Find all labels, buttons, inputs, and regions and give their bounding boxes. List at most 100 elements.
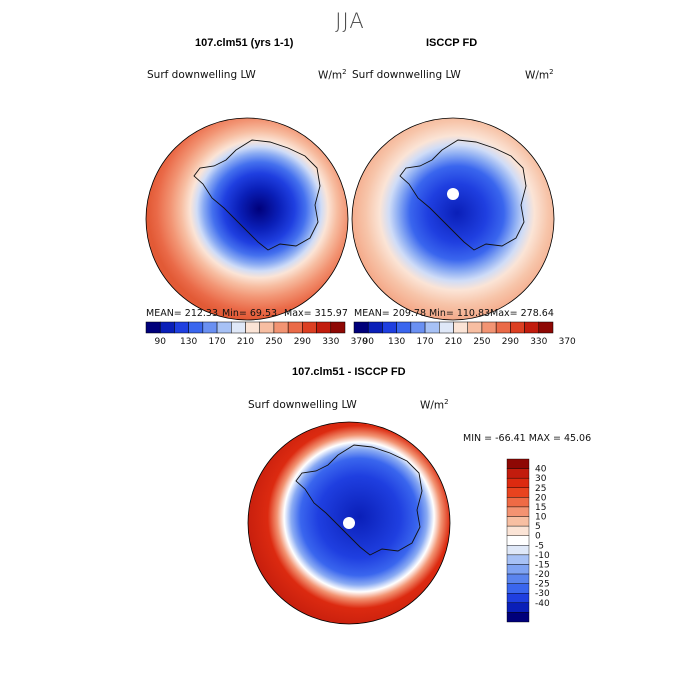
colorbar-swatch: [287, 321, 303, 334]
colorbar-swatch: [188, 321, 204, 334]
colorbar-swatch: [202, 321, 218, 334]
diff-polar-map: [247, 421, 451, 625]
left-colorbar: 90 130 170 210 250 290 330 370: [145, 321, 368, 347]
colorbar-tick-label: 170: [416, 337, 433, 347]
colorbar-tick-label: 90: [154, 337, 166, 347]
colorbar-swatch: [245, 321, 260, 334]
antarctica-outline-left: [193, 139, 321, 251]
right-panel-title: ISCCP FD: [426, 37, 478, 49]
colorbar-swatch: [424, 321, 440, 334]
colorbar-tick-label: 290: [294, 337, 311, 347]
colorbar-tick-label: 210: [445, 337, 462, 347]
colorbar-swatch: [330, 321, 346, 334]
colorbar-swatch: [396, 321, 412, 334]
colorbar-swatch: [506, 554, 530, 565]
colorbar-swatch: [510, 321, 525, 334]
right-max-label: Max= 278.64: [490, 308, 554, 319]
left-panel-title: 107.clm51 (yrs 1-1): [195, 37, 294, 49]
colorbar-swatch: [216, 321, 232, 334]
colorbar-tick-label: -25: [535, 580, 550, 590]
colorbar-tick-label: 330: [322, 337, 339, 347]
colorbar-tick-label: -40: [535, 599, 550, 609]
colorbar-swatch: [382, 321, 397, 334]
colorbar-swatch: [439, 321, 454, 334]
colorbar-swatch: [506, 593, 530, 604]
colorbar-tick-label: 290: [502, 337, 519, 347]
left-max-label: Max= 315.97: [284, 308, 348, 319]
colorbar-swatch: [495, 321, 511, 334]
diff-panel-title: 107.clm51 - ISCCP FD: [292, 366, 406, 378]
left-units-label: W/m2: [318, 68, 347, 82]
diff-variable-label: Surf downwelling LW: [248, 399, 357, 411]
colorbar-swatch: [410, 321, 426, 334]
colorbar-swatch: [506, 573, 530, 584]
colorbar-tick-label: 0: [535, 532, 541, 542]
left-mean-label: MEAN= 212.33: [146, 308, 219, 319]
right-units-label: W/m2: [525, 68, 554, 82]
colorbar-tick-label: 10: [535, 513, 547, 523]
colorbar-swatch: [481, 321, 497, 334]
colorbar-swatch: [174, 321, 189, 334]
colorbar-swatch: [145, 321, 161, 334]
colorbar-tick-label: -20: [535, 570, 550, 580]
colorbar-swatch: [302, 321, 317, 334]
colorbar-tick-label: 25: [535, 484, 546, 494]
diff-units-label: W/m2: [420, 398, 449, 412]
colorbar-swatch: [316, 321, 332, 334]
left-min-label: Min= 69.53: [222, 308, 278, 319]
colorbar-tick-label: 370: [351, 337, 368, 347]
colorbar-swatch: [506, 602, 530, 613]
colorbar-swatch: [538, 321, 554, 334]
colorbar-swatch: [524, 321, 540, 334]
left-variable-label: Surf downwelling LW: [147, 69, 256, 81]
colorbar-tick-label: -15: [535, 560, 550, 570]
colorbar-tick-label: 130: [180, 337, 197, 347]
right-polar-map: [351, 117, 555, 321]
colorbar-tick-label: 210: [237, 337, 254, 347]
right-mean-label: MEAN= 209.78: [354, 308, 427, 319]
colorbar-tick-label: 20: [535, 493, 547, 503]
colorbar-swatch: [259, 321, 275, 334]
colorbar-tick-label: 5: [535, 522, 541, 532]
pole-hole-diff: [343, 517, 355, 529]
colorbar-tick-label: 90: [362, 337, 374, 347]
colorbar-swatch: [506, 468, 530, 479]
colorbar-swatch: [506, 583, 530, 594]
season-title: JJA: [335, 9, 365, 33]
colorbar-swatch: [506, 497, 530, 508]
pole-hole-right: [447, 188, 459, 200]
colorbar-swatch: [506, 612, 530, 623]
colorbar-tick-label: 370: [559, 337, 576, 347]
colorbar-tick-label: 15: [535, 503, 546, 513]
colorbar-swatch: [159, 321, 175, 334]
colorbar-tick-label: -10: [535, 551, 550, 561]
colorbar-swatch: [506, 458, 530, 469]
colorbar-swatch: [506, 506, 530, 517]
colorbar-swatch: [506, 477, 530, 488]
colorbar-swatch: [506, 525, 530, 536]
colorbar-swatch: [506, 487, 530, 498]
left-polar-map: [145, 117, 349, 321]
colorbar-tick-label: 30: [535, 474, 547, 484]
right-min-label: Min= 110.83: [429, 308, 491, 319]
colorbar-swatch: [467, 321, 483, 334]
colorbar-tick-label: 40: [535, 465, 547, 475]
colorbar-tick-label: 250: [473, 337, 490, 347]
colorbar-tick-label: 130: [388, 337, 405, 347]
colorbar-swatch: [231, 321, 246, 334]
colorbar-swatch: [506, 545, 530, 556]
colorbar-swatch: [506, 516, 530, 527]
colorbar-tick-label: -5: [535, 541, 544, 551]
colorbar-swatch: [453, 321, 468, 334]
colorbar-tick-label: 250: [265, 337, 282, 347]
right-variable-label: Surf downwelling LW: [352, 69, 461, 81]
right-colorbar: 90 130 170 210 250 290 330 370: [353, 321, 576, 347]
colorbar-swatch: [273, 321, 289, 334]
colorbar-swatch: [367, 321, 383, 334]
colorbar-tick-label: -30: [535, 589, 550, 599]
diff-minmax-label: MIN = -66.41 MAX = 45.06: [463, 433, 592, 444]
antarctica-outline-right: [399, 139, 527, 251]
antarctica-outline-diff: [295, 444, 423, 556]
